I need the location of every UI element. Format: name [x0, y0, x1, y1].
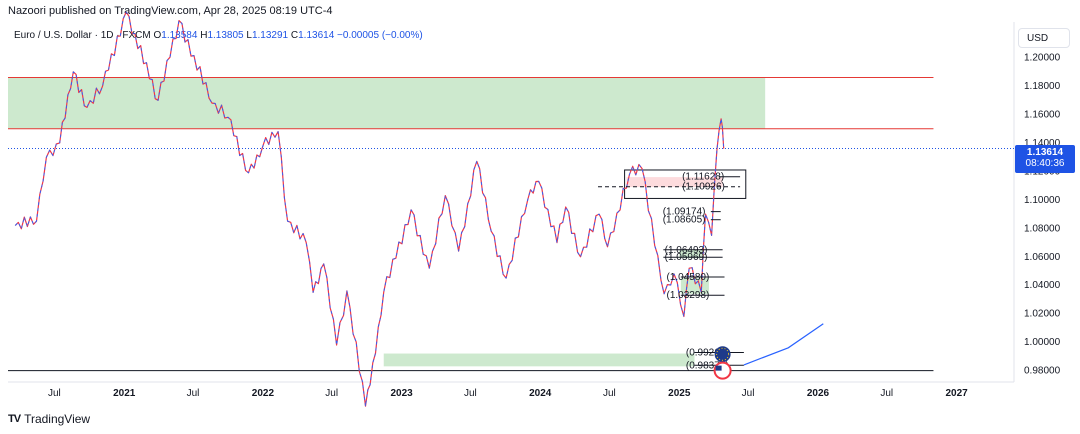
- price-series-bull: [14, 11, 725, 407]
- y-tick-label-3: 1.14000: [1024, 138, 1061, 149]
- y-tick-label-6: 1.08000: [1024, 223, 1061, 234]
- y-tick-label-9: 1.02000: [1024, 309, 1061, 320]
- tradingview-logo-icon: TV: [8, 413, 21, 425]
- level-label-8: (0.99269): [686, 348, 729, 359]
- brand-name: TradingView: [24, 412, 91, 426]
- y-tick-label-11: 0.98000: [1024, 366, 1061, 377]
- level-label-5: (1.05969): [665, 252, 708, 263]
- euro-flag-stars-icon: [716, 347, 730, 361]
- last-price-value: 1.13614: [1026, 147, 1064, 158]
- zone-green-1: [383, 353, 695, 367]
- level-label-9: (0.98374): [686, 360, 729, 371]
- level-label-0: (1.11628): [682, 172, 724, 183]
- x-tick-label-1: 2021: [113, 388, 136, 399]
- zone-red-4: [626, 177, 723, 188]
- us-flag-canton-icon: [715, 365, 722, 371]
- annotation-box-0: [624, 169, 747, 199]
- change-value: −0.00005 (−0.00%): [337, 30, 423, 41]
- publisher-line: Nazoori published on TradingView.com, Ap…: [8, 5, 333, 17]
- x-tick-label-7: 2024: [529, 388, 552, 399]
- low-label: L: [246, 30, 252, 41]
- x-tick-label-6: Jul: [464, 388, 477, 399]
- x-tick-label-2: Jul: [187, 388, 200, 399]
- y-tick-label-8: 1.04000: [1024, 280, 1061, 291]
- forecast-path: [743, 323, 824, 366]
- x-tick-label-8: Jul: [603, 388, 616, 399]
- header-bar: Nazoori published on TradingView.com, Ap…: [0, 0, 1080, 22]
- open-label: O: [153, 30, 162, 41]
- level-label-3: (1.08605): [663, 215, 706, 226]
- close-value: 1.13614: [298, 30, 335, 41]
- symbol-legend: Euro / U.S. Dollar · 1D · FXCM O1.13584 …: [14, 30, 423, 41]
- y-tick-label-1: 1.18000: [1024, 81, 1061, 92]
- high-value: 1.13805: [207, 30, 244, 41]
- x-tick-label-0: Jul: [48, 388, 61, 399]
- symbol-name[interactable]: Euro / U.S. Dollar · 1D · FXCM: [14, 30, 151, 41]
- low-value: 1.13291: [251, 30, 289, 41]
- y-tick-label-10: 1.00000: [1024, 337, 1061, 348]
- high-label: H: [200, 30, 208, 41]
- level-label-6: (1.04580): [667, 272, 710, 283]
- level-label-2: (1.09174): [663, 207, 706, 218]
- y-tick-label-5: 1.10000: [1024, 195, 1061, 206]
- level-label-7: (1.03298): [667, 290, 710, 301]
- level-label-1: (1.10926): [682, 182, 725, 193]
- bar-countdown: 08:40:36: [1025, 158, 1065, 169]
- price-series-bear: [14, 11, 725, 407]
- y-tick-label-2: 1.16000: [1024, 109, 1061, 120]
- close-label: C: [290, 30, 299, 41]
- euro-flag-icon: [714, 346, 731, 363]
- x-tick-label-9: 2025: [668, 388, 691, 399]
- level-label-4: (1.06493): [665, 245, 708, 256]
- x-tick-label-12: Jul: [880, 388, 893, 399]
- x-tick-label-13: 2027: [946, 388, 969, 399]
- open-value: 1.13584: [161, 30, 198, 41]
- x-tick-label-4: Jul: [325, 388, 338, 399]
- y-tick-label-0: 1.20000: [1024, 53, 1061, 64]
- x-tick-label-10: Jul: [742, 388, 755, 399]
- zone-green-3: [679, 249, 704, 259]
- currency-button[interactable]: USD: [1018, 28, 1070, 48]
- last-price-badge: 1.13614 08:40:36: [1015, 145, 1075, 173]
- y-tick-label-7: 1.06000: [1024, 252, 1061, 263]
- x-tick-label-11: 2026: [807, 388, 830, 399]
- brand-footer[interactable]: TV TradingView: [8, 412, 90, 426]
- x-tick-label-3: 2022: [252, 388, 275, 399]
- x-tick-label-5: 2023: [390, 388, 413, 399]
- zone-green-0: [8, 77, 766, 129]
